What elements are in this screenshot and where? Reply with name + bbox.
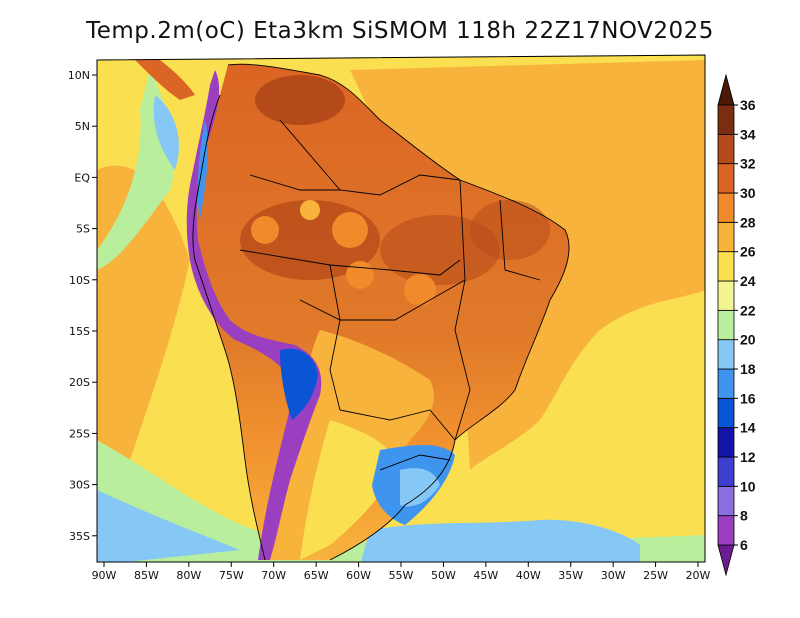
- lat-label: 15S: [69, 325, 90, 338]
- colorbar-swatch: [717, 133, 735, 165]
- colorbar-swatch: [717, 456, 735, 487]
- altiplano-cold: [280, 348, 318, 420]
- south-atlantic-cold: [360, 519, 640, 562]
- lon-label: 45W: [473, 569, 498, 582]
- lat-label: 30S: [69, 479, 90, 492]
- hot-core-center: [380, 215, 500, 285]
- lon-label: 85W: [134, 569, 159, 582]
- lon-label: 55W: [389, 569, 414, 582]
- map-title: Temp.2m(oC) Eta3km SiSMOM 118h 22Z17NOV2…: [86, 18, 714, 44]
- hot-core-northeast: [470, 200, 550, 260]
- lat-label: 25S: [69, 427, 90, 440]
- lat-label: 20S: [69, 376, 90, 389]
- pacific-cold-patch: [153, 95, 179, 170]
- lon-label: 90W: [92, 569, 117, 582]
- latitude-axis: 10N 5N EQ 5S 10S 15S 20S 25S 30S 35S: [68, 69, 97, 543]
- colorbar-label: 34: [740, 126, 756, 142]
- lon-label: 40W: [516, 569, 541, 582]
- blob: [332, 212, 368, 248]
- lon-label: 80W: [176, 569, 201, 582]
- colorbar-label: 6: [740, 537, 748, 553]
- colorbar-swatch: [717, 104, 735, 135]
- lon-label: 65W: [304, 569, 329, 582]
- lat-label: 10N: [68, 69, 90, 82]
- colorbar-label: 30: [740, 185, 756, 201]
- colorbar-label: 20: [740, 332, 756, 348]
- andes-cold: [186, 70, 322, 560]
- lon-label: 70W: [261, 569, 286, 582]
- colorbar-label: 24: [740, 273, 756, 289]
- lat-label: 5S: [76, 223, 90, 236]
- temperature-field: [97, 55, 705, 562]
- south-brazil-cool-core: [400, 468, 440, 507]
- blob: [300, 200, 320, 220]
- colorbar-swatch: [717, 339, 735, 370]
- colorbar: 6 8 10 12 14 16 18 20 22 24 26 28 30 32 34 36: [717, 73, 756, 577]
- colorbar-label: 12: [740, 449, 756, 465]
- colorbar-max-triangle: [717, 73, 735, 106]
- lat-label: EQ: [74, 171, 90, 184]
- lat-label: 5N: [75, 120, 90, 133]
- political-borders: [192, 63, 570, 561]
- longitude-axis: 90W 85W 80W 75W 70W 65W 60W 55W 50W 45W 40W 35W 30W 2…: [92, 562, 711, 582]
- lon-label: 75W: [219, 569, 244, 582]
- colorbar-min-triangle: [717, 544, 735, 577]
- colorbar-label: 36: [740, 97, 756, 113]
- colorbar-swatch: [717, 309, 735, 341]
- blob: [404, 274, 436, 306]
- andes-north-cold: [197, 120, 208, 220]
- colorbar-label: 26: [740, 244, 756, 260]
- central-america-land: [135, 60, 195, 100]
- colorbar-swatch: [717, 397, 735, 429]
- colorbar-swatch: [717, 221, 735, 253]
- atlantic-mid: [560, 400, 705, 500]
- lon-label: 20W: [686, 569, 711, 582]
- colorbar-swatch: [717, 485, 735, 517]
- colorbar-swatch: [717, 368, 735, 399]
- colorbar-swatch: [717, 280, 735, 311]
- colorbar-swatch: [717, 192, 735, 223]
- lon-label: 30W: [601, 569, 626, 582]
- colorbar-label: 14: [740, 420, 756, 436]
- colorbar-swatch: [717, 251, 735, 282]
- lon-label: 60W: [346, 569, 371, 582]
- southern-ocean-cool: [97, 440, 705, 562]
- map-frame: [96, 54, 706, 563]
- southwest-cold: [97, 490, 240, 562]
- colorbar-label: 28: [740, 214, 756, 230]
- colorbar-swatch: [717, 515, 735, 546]
- lon-label: 35W: [558, 569, 583, 582]
- lat-label: 35S: [69, 530, 90, 543]
- pampa-mid: [300, 420, 395, 560]
- colorbar-label: 8: [740, 508, 748, 524]
- colorbar-label: 16: [740, 390, 756, 406]
- lon-label: 25W: [643, 569, 668, 582]
- colorbar-label: 22: [740, 302, 756, 318]
- colorbar-swatch: [717, 163, 735, 194]
- blob: [251, 216, 279, 244]
- colorbar-label: 18: [740, 361, 756, 377]
- blob: [346, 261, 374, 289]
- hot-core-north: [255, 75, 345, 125]
- colorbar-label: 10: [740, 478, 756, 494]
- colorbar-swatch: [717, 427, 735, 458]
- lat-label: 10S: [69, 274, 90, 287]
- colorbar-label: 32: [740, 156, 756, 172]
- lon-label: 50W: [431, 569, 456, 582]
